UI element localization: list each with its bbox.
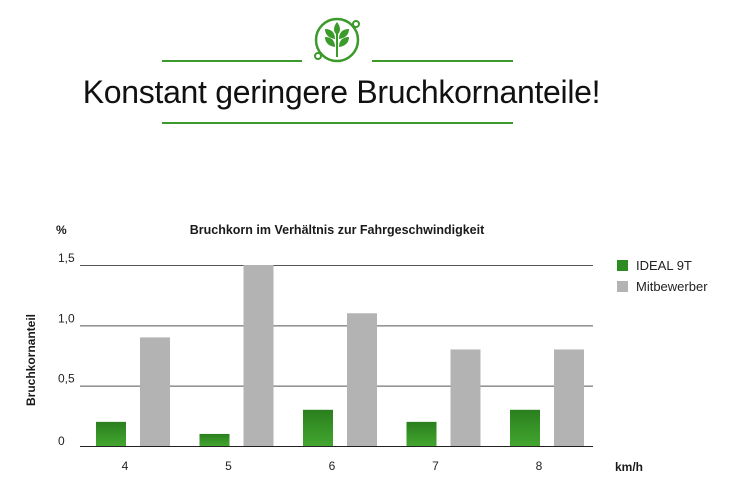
y-tick-label: 0,5 [58, 372, 75, 386]
x-tick-label: 7 [432, 459, 439, 473]
bar-ideal-9t [303, 409, 333, 446]
bar-mitbewerber [554, 349, 584, 446]
x-tick-label: 4 [122, 459, 129, 473]
header-rule-top-right [372, 60, 513, 62]
x-axis-label: km/h [615, 460, 643, 474]
bar-mitbewerber [140, 337, 170, 446]
bar-ideal-9t [199, 433, 230, 446]
x-tick-label: 5 [225, 459, 232, 473]
legend-swatch-green [617, 260, 628, 271]
legend-label-mitbewerber: Mitbewerber [636, 279, 708, 294]
legend-item-mitbewerber: Mitbewerber [617, 279, 708, 294]
bar-mitbewerber [450, 349, 481, 446]
y-axis-label: Bruchkornanteil [24, 314, 38, 406]
y-tick-label: 0 [58, 434, 65, 448]
legend-swatch-gray [617, 281, 628, 292]
wheat-leaf-icon [314, 17, 360, 63]
x-tick-label: 8 [536, 459, 543, 473]
bar-ideal-9t [406, 421, 437, 446]
y-tick-label: 1,5 [58, 251, 75, 265]
page-headline: Konstant geringere Bruchkornanteile! [82, 74, 601, 110]
header-rule-bottom [162, 122, 513, 124]
y-unit-label: % [56, 223, 67, 237]
x-tick-label: 6 [329, 459, 336, 473]
legend-item-ideal-9t: IDEAL 9T [617, 258, 692, 273]
bar-mitbewerber [243, 265, 274, 446]
bar-mitbewerber [347, 313, 377, 446]
chart-title: Bruchkorn im Verhältnis zur Fahrgeschwin… [190, 223, 485, 237]
bar-ideal-9t [96, 421, 126, 446]
header-rule-top-left [162, 60, 302, 62]
y-tick-label: 1,0 [58, 311, 75, 325]
legend-label-ideal-9t: IDEAL 9T [636, 258, 692, 273]
bar-ideal-9t [510, 409, 540, 446]
